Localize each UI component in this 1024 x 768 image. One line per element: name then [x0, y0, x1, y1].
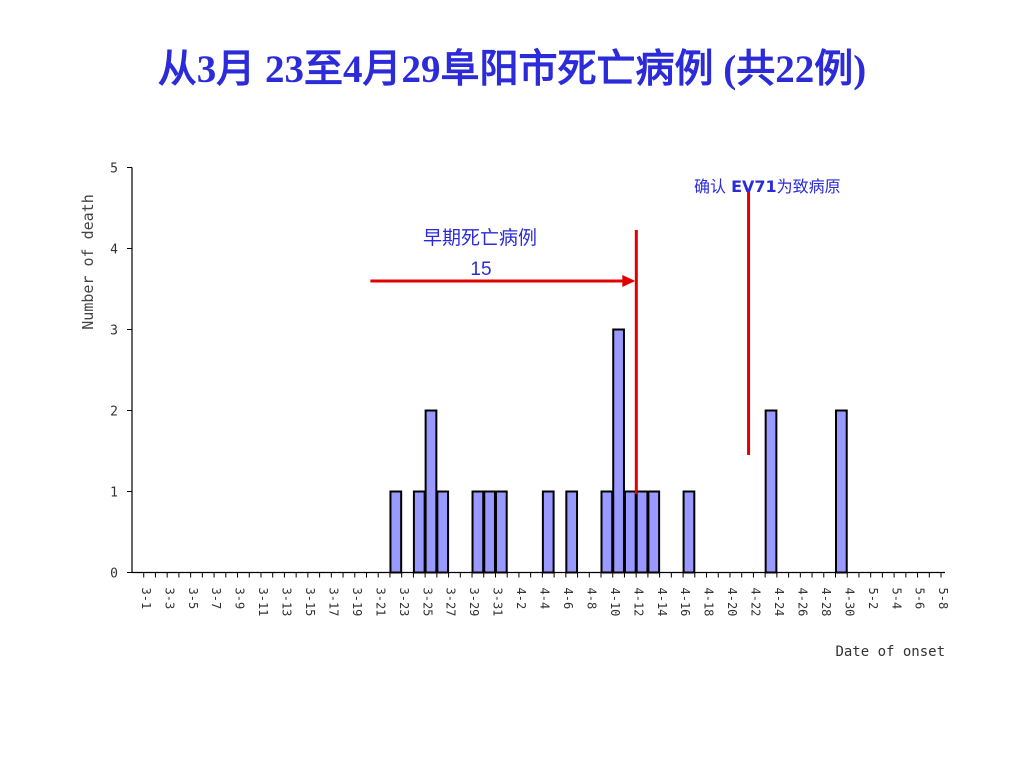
x-tick-label: 3-29	[467, 588, 481, 617]
x-tick-label: 5-2	[866, 588, 880, 610]
ev71-label-bold: EV71	[731, 177, 777, 196]
x-tick-label: 4-20	[725, 588, 739, 617]
x-axis-title: Date of onset	[835, 644, 945, 660]
x-tick-label: 5-4	[889, 588, 903, 610]
bar-4-12	[623, 490, 637, 574]
x-tick-label: 3-31	[491, 588, 505, 617]
bars	[389, 328, 848, 574]
bar-4-13	[635, 490, 649, 574]
x-tick-label: 4-6	[561, 588, 575, 610]
x-tick-label: 4-26	[795, 588, 809, 617]
x-tick-label: 4-14	[655, 588, 669, 617]
x-tick-label: 3-15	[303, 588, 317, 617]
early-deaths-arrowhead	[622, 275, 636, 287]
bar-3-26	[424, 409, 438, 574]
x-tick-label: 4-30	[842, 588, 856, 617]
bar-4-30	[835, 409, 848, 574]
bar-4-1	[494, 490, 508, 574]
x-tick-label: 4-10	[608, 588, 622, 617]
ev71-label-post: 为致病原	[777, 177, 841, 196]
x-tick-label: 4-8	[584, 588, 598, 610]
early-deaths-label: 早期死亡病例	[423, 227, 537, 249]
x-tick-label: 3-21	[373, 588, 387, 617]
bar-3-23	[389, 490, 403, 574]
y-tick-label: 1	[110, 486, 118, 501]
x-tick-label: 3-19	[350, 588, 364, 617]
y-tick-label: 2	[110, 405, 118, 420]
x-tick-label: 4-2	[514, 588, 528, 610]
x-tick-label: 3-5	[186, 588, 200, 610]
bar-4-5	[541, 490, 555, 574]
y-tick-label: 4	[110, 243, 118, 258]
y-axis-title: Number of death	[79, 194, 97, 329]
x-tick-label: 5-8	[936, 588, 950, 610]
early-deaths-count: 15	[470, 259, 491, 280]
x-tick-label: 3-23	[397, 588, 411, 617]
x-tick-label: 4-22	[749, 588, 763, 617]
annotations: 早期死亡病例 15 确认 EV71为致病原	[370, 177, 841, 494]
x-tick-label: 4-16	[678, 588, 692, 617]
x-tick-label: 3-17	[326, 588, 340, 617]
y-tick-label: 3	[110, 324, 118, 339]
ev71-confirmed-label: 确认 EV71为致病原	[694, 177, 841, 196]
slide-title: 从3月 23至4月29阜阳市死亡病例 (共22例)	[157, 48, 867, 91]
x-tick-label: 5-6	[913, 588, 927, 610]
x-tick-label: 4-4	[538, 588, 552, 610]
x-tick-label: 4-28	[819, 588, 833, 617]
ev71-label-pre: 确认	[694, 177, 731, 196]
x-tick-label: 3-25	[420, 588, 434, 617]
x-tick-label: 3-7	[209, 588, 223, 610]
axes: 0 1 2 3 4 5 Number of death 3-1 3-3 3-5 3-7 3-9 3-11…	[79, 162, 950, 661]
bar-3-31	[483, 490, 496, 574]
y-tick-label: 0	[110, 567, 118, 582]
y-tick-label: 5	[110, 162, 118, 177]
bar-3-27	[436, 490, 450, 574]
bar-3-25	[412, 490, 426, 574]
x-tick-label: 4-24	[772, 588, 786, 617]
x-tick-label: 3-3	[162, 588, 176, 610]
bar-4-10	[600, 490, 614, 574]
x-tick-label: 3-9	[233, 588, 247, 610]
bar-4-17	[682, 490, 696, 574]
bar-4-7	[565, 490, 579, 574]
x-tick-label: 3-13	[280, 588, 294, 617]
x-tick-label: 4-12	[631, 588, 645, 617]
bar-4-14	[647, 490, 661, 574]
bar-3-30	[471, 490, 485, 574]
bar-4-24	[764, 409, 778, 574]
x-tick-label: 3-27	[444, 588, 458, 617]
bar-4-11	[612, 328, 625, 574]
x-tick-label: 3-11	[256, 588, 270, 617]
x-tick-label: 4-18	[702, 588, 716, 617]
x-tick-label: 3-1	[139, 588, 153, 610]
